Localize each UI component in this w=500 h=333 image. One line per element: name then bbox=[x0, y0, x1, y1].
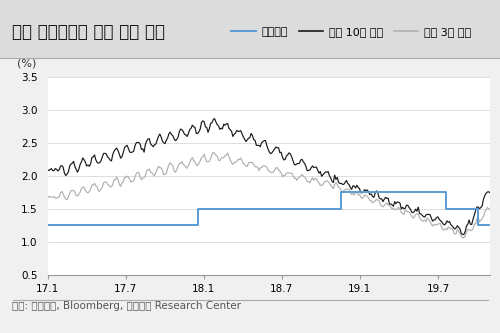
Text: 자료: 한국은행, Bloomberg, 대신증권 Research Center: 자료: 한국은행, Bloomberg, 대신증권 Research Cente… bbox=[12, 301, 241, 311]
Legend: 기준금리, 국고 10년 금리, 국고 3년 금리: 기준금리, 국고 10년 금리, 국고 3년 금리 bbox=[226, 23, 476, 42]
Text: 한국 기준금리와 주요 금리 동향: 한국 기준금리와 주요 금리 동향 bbox=[12, 23, 166, 41]
Text: (%): (%) bbox=[16, 59, 36, 69]
